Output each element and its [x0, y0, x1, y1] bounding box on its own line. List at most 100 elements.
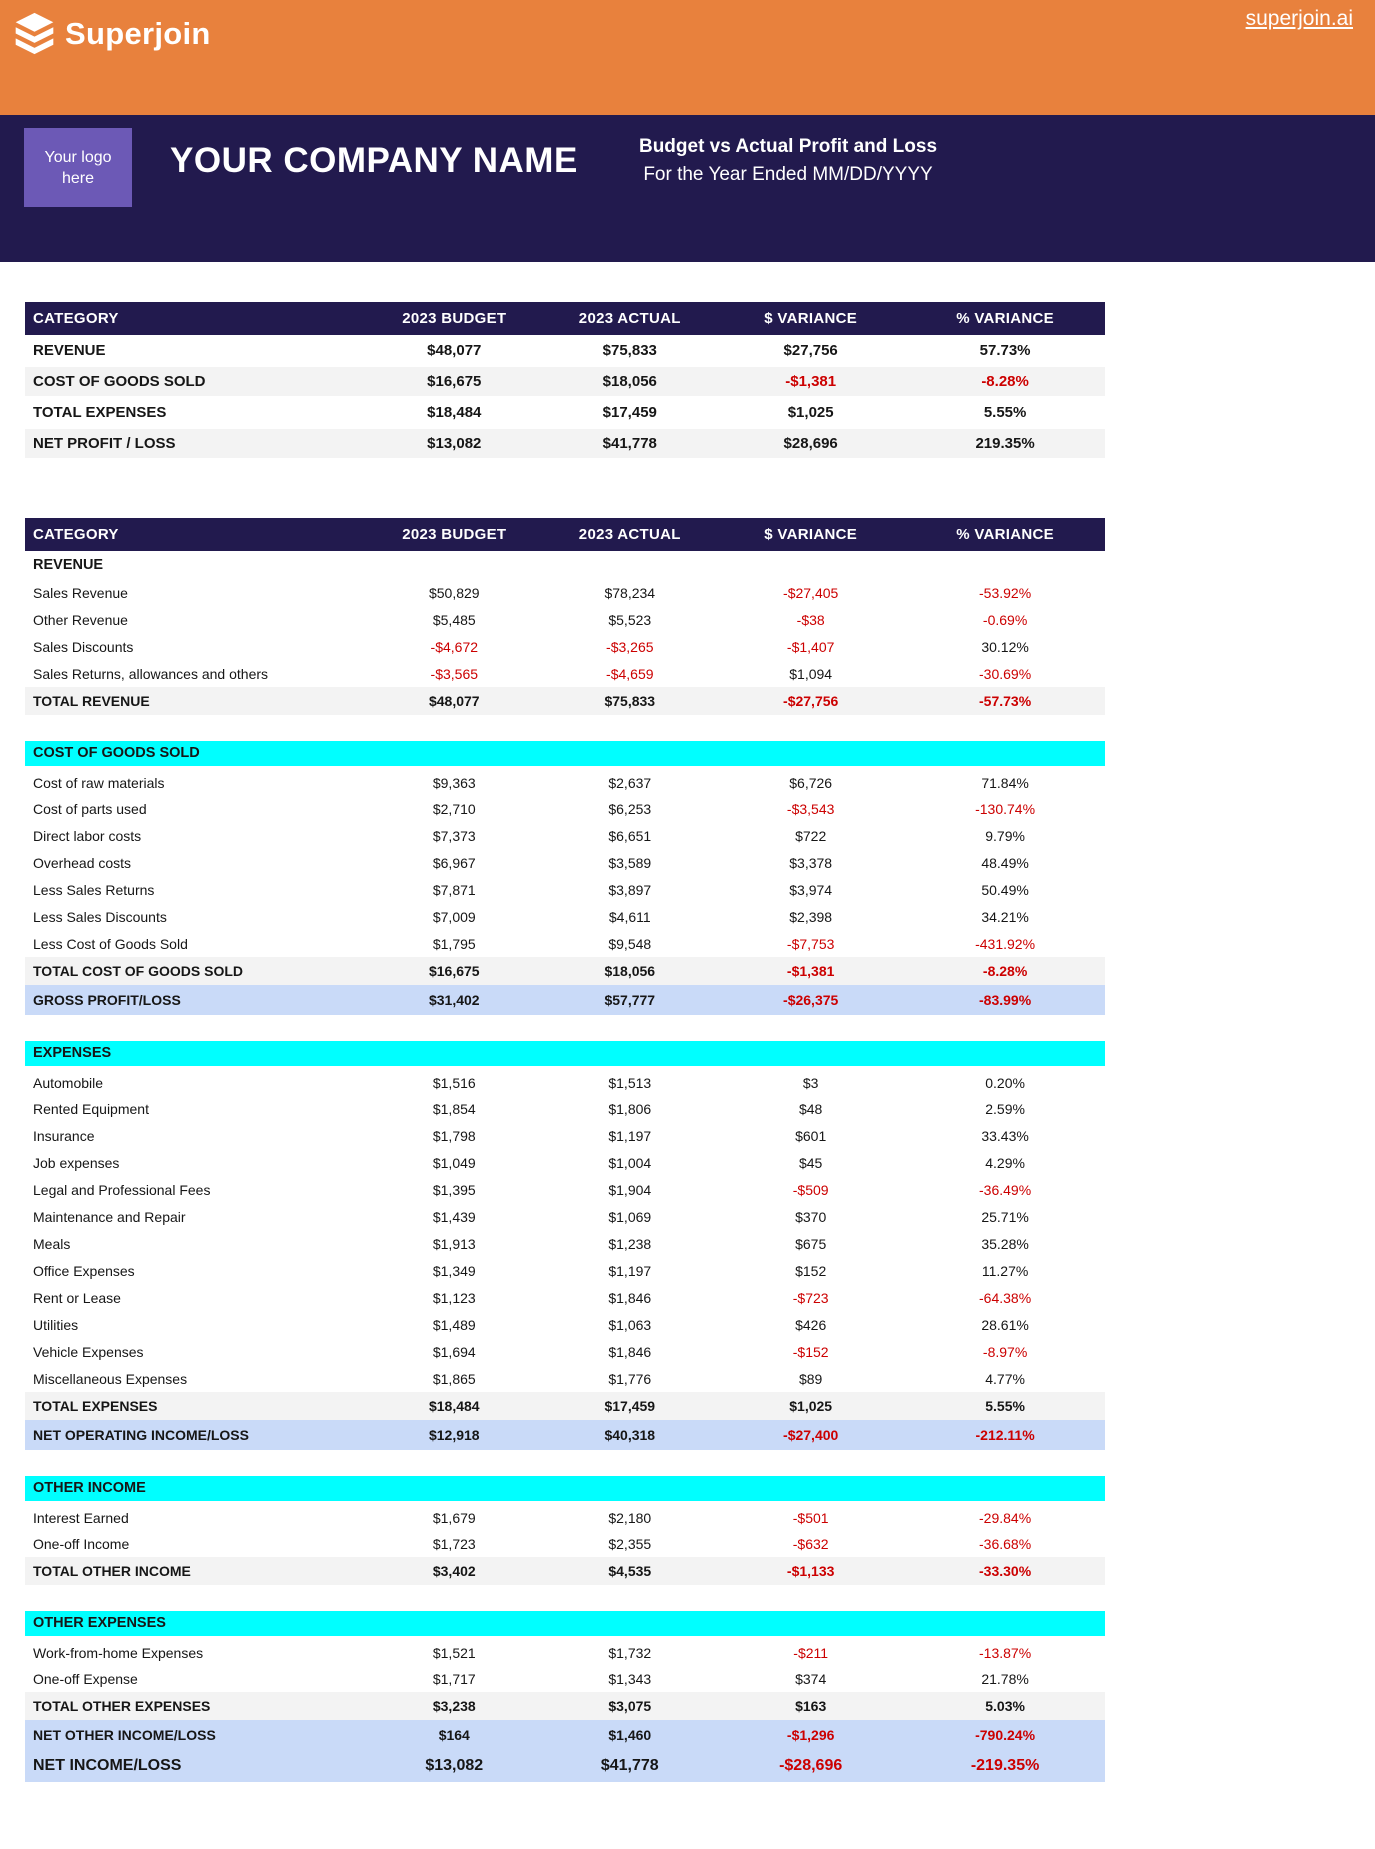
- cell-category: Maintenance and Repair: [33, 1208, 186, 1225]
- table-row: Sales Returns, allowances and others -$3,…: [25, 660, 1105, 687]
- table-row: TOTAL COST OF GOODS SOLD $16,675 $18,056 -$…: [25, 957, 1105, 985]
- cell-value: $2,180: [608, 1509, 652, 1526]
- cell-value: $18,484: [365, 1392, 544, 1420]
- cell-category: TOTAL EXPENSES: [25, 397, 366, 429]
- cell-value: $16,675: [365, 957, 544, 985]
- cell-value: $78,234: [604, 584, 656, 601]
- cell-value: -33.30%: [905, 1557, 1105, 1585]
- cell-value: $1,197: [608, 1127, 652, 1144]
- cell-value: 48.49%: [981, 854, 1029, 871]
- section-title: COST OF GOODS SOLD: [25, 741, 1105, 771]
- cell-value: 5.55%: [905, 397, 1105, 429]
- cell-value: -$27,405: [783, 584, 839, 601]
- cell-value: 57.73%: [905, 335, 1105, 367]
- table-row: Other Revenue $5,485 $5,523 -$38 -0.69%: [25, 606, 1105, 633]
- cell-value: -29.84%: [979, 1509, 1032, 1526]
- column-header: $ VARIANCE: [716, 518, 906, 551]
- cell-value: $6,651: [608, 827, 652, 844]
- superjoin-site-link[interactable]: superjoin.ai: [1245, 7, 1353, 30]
- cell-value: $1,460: [543, 1720, 717, 1750]
- cell-category: TOTAL REVENUE: [25, 687, 366, 715]
- table-row: NET INCOME/LOSS $13,082 $41,778 -$28,696 -21…: [25, 1750, 1105, 1782]
- table-row: Rented Equipment $1,854 $1,806 $48 2.59%: [25, 1095, 1105, 1122]
- table-row: Sales Revenue $50,829 $78,234 -$27,405 -53.9…: [25, 579, 1105, 606]
- table-row: Less Cost of Goods Sold $1,795 $9,548 -$7,7…: [25, 930, 1105, 957]
- cell-value: $28,696: [716, 428, 906, 460]
- cell-category: Less Cost of Goods Sold: [33, 935, 188, 952]
- cell-value: $1,349: [432, 1262, 476, 1279]
- table-row: Interest Earned $1,679 $2,180 -$501 -29.84%: [25, 1503, 1105, 1530]
- cell-value: $18,484: [365, 397, 544, 429]
- section-gap: [25, 1015, 1105, 1041]
- cell-value: -83.99%: [905, 985, 1105, 1015]
- cell-value: $1,197: [608, 1262, 652, 1279]
- top-brand-bar: Superjoin superjoin.ai: [0, 0, 1375, 115]
- cell-value: $1,521: [432, 1644, 476, 1661]
- table-row: Insurance $1,798 $1,197 $601 33.43%: [25, 1122, 1105, 1149]
- cell-value: -53.92%: [979, 584, 1032, 601]
- cell-value: -30.69%: [979, 665, 1032, 682]
- table-row: Work-from-home Expenses $1,521 $1,732 -$211…: [25, 1638, 1105, 1665]
- cell-value: $152: [795, 1262, 827, 1279]
- cell-value: $3,402: [365, 1557, 544, 1585]
- cell-value: 34.21%: [981, 908, 1029, 925]
- cell-value: $426: [795, 1316, 827, 1333]
- cell-category: Cost of parts used: [33, 800, 147, 817]
- cell-category: Office Expenses: [33, 1262, 135, 1279]
- cell-value: 5.03%: [905, 1692, 1105, 1720]
- cell-value: $13,082: [365, 428, 544, 460]
- cell-value: -$4,659: [606, 665, 654, 682]
- cell-category: Job expenses: [33, 1154, 120, 1171]
- cell-category: Less Sales Discounts: [33, 908, 167, 925]
- table-row: Cost of raw materials $9,363 $2,637 $6,726 7…: [25, 768, 1105, 795]
- table-row: NET PROFIT / LOSS $13,082 $41,778 $28,696 21…: [25, 428, 1105, 460]
- cell-category: REVENUE: [25, 335, 366, 367]
- cell-value: $2,710: [432, 800, 476, 817]
- table-row: Utilities $1,489 $1,063 $426 28.61%: [25, 1311, 1105, 1338]
- cell-category: Meals: [33, 1235, 71, 1252]
- cell-value: -$4,672: [430, 638, 479, 655]
- cell-value: $3: [802, 1074, 819, 1091]
- summary-table-header-row: CATEGORY 2023 BUDGET 2023 ACTUAL $ VARIANCE…: [25, 302, 1105, 335]
- column-header: $ VARIANCE: [716, 302, 906, 335]
- company-name: YOUR COMPANY NAME: [170, 141, 578, 180]
- cell-value: -$509: [792, 1181, 829, 1198]
- cell-category: NET INCOME/LOSS: [25, 1750, 366, 1782]
- cell-value: -$3,565: [430, 665, 479, 682]
- superjoin-brand: Superjoin: [13, 12, 211, 55]
- table-row: Office Expenses $1,349 $1,197 $152 11.27%: [25, 1257, 1105, 1284]
- cell-value: -219.35%: [905, 1750, 1105, 1782]
- cell-value: $1,732: [608, 1644, 652, 1661]
- report-title: Budget vs Actual Profit and Loss: [638, 136, 938, 157]
- cell-value: $17,459: [543, 1392, 717, 1420]
- cell-value: $1,846: [608, 1289, 652, 1306]
- table-row: Job expenses $1,049 $1,004 $45 4.29%: [25, 1149, 1105, 1176]
- cell-value: $1,123: [432, 1289, 476, 1306]
- cell-value: -0.69%: [982, 611, 1028, 628]
- cell-value: $3,378: [789, 854, 833, 871]
- cell-value: $1,489: [432, 1316, 476, 1333]
- cell-category: Sales Discounts: [33, 638, 134, 655]
- cell-value: $1,343: [608, 1670, 652, 1687]
- cell-value: -$1,407: [786, 638, 835, 655]
- cell-value: -$7,753: [786, 935, 835, 952]
- cell-value: $1,439: [432, 1208, 476, 1225]
- cell-category: TOTAL EXPENSES: [25, 1392, 366, 1420]
- cell-category: Direct labor costs: [33, 827, 142, 844]
- cell-value: $1,069: [608, 1208, 652, 1225]
- cell-value: $1,238: [608, 1235, 652, 1252]
- cell-category: NET OPERATING INCOME/LOSS: [25, 1420, 366, 1450]
- cell-value: $18,056: [543, 957, 717, 985]
- cell-category: COST OF GOODS SOLD: [25, 366, 366, 398]
- cell-value: $1,025: [716, 397, 906, 429]
- cell-category: Automobile: [33, 1074, 104, 1091]
- column-header: % VARIANCE: [905, 302, 1105, 335]
- cell-category: TOTAL COST OF GOODS SOLD: [25, 957, 366, 985]
- report-period: For the Year Ended MM/DD/YYYY: [643, 164, 933, 185]
- column-header: % VARIANCE: [905, 518, 1105, 551]
- cell-value: $1,795: [432, 935, 476, 952]
- cell-value: $12,918: [365, 1420, 544, 1450]
- table-row: Direct labor costs $7,373 $6,651 $722 9.79%: [25, 822, 1105, 849]
- table-row: COST OF GOODS SOLD $16,675 $18,056 -$1,381-…: [25, 366, 1105, 398]
- cell-value: $3,974: [789, 881, 833, 898]
